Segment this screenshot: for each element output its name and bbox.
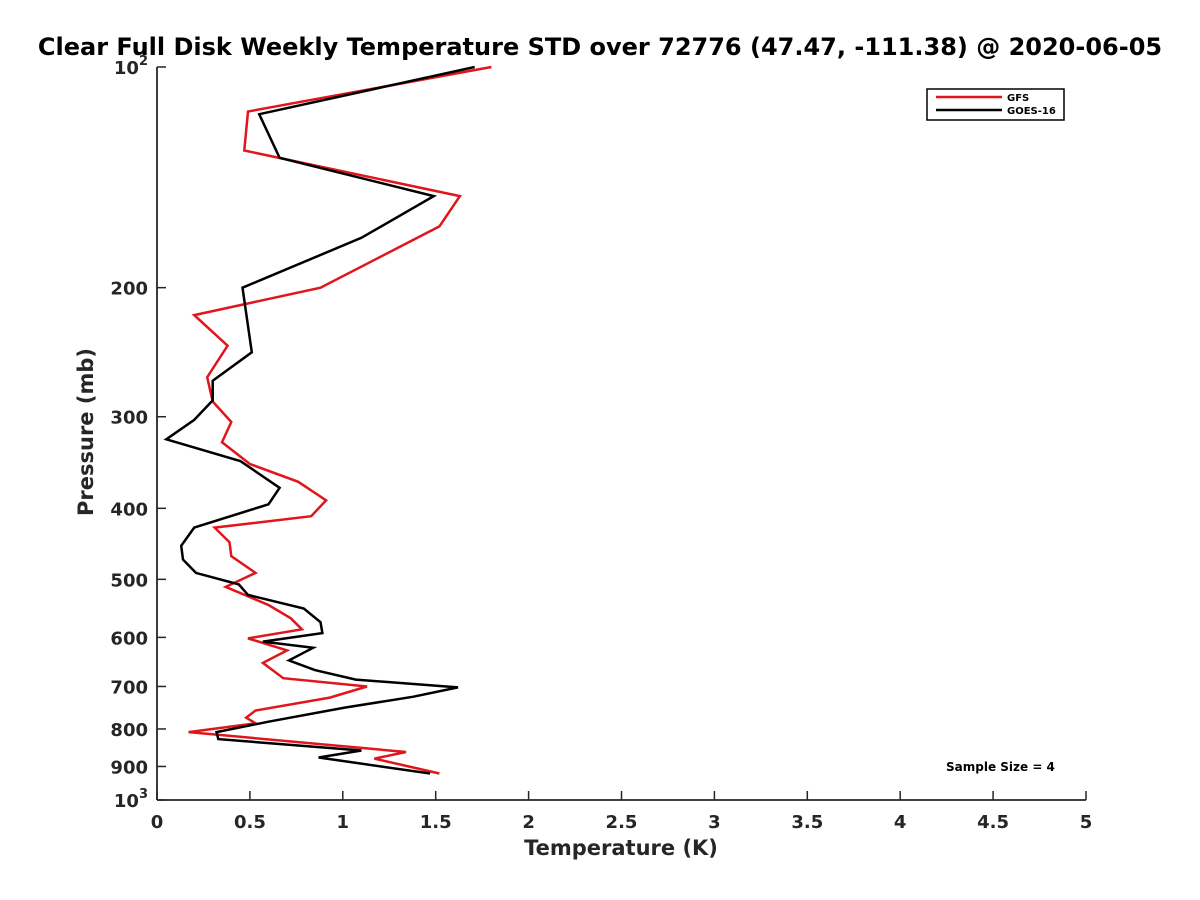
legend-box xyxy=(926,88,1065,121)
series-layer xyxy=(163,65,492,775)
y-tick-label: 600 xyxy=(110,628,148,649)
x-tick-label: 2.5 xyxy=(606,812,638,833)
x-axis-ticks: 0 0.5 1 1.5 2 2.5 3 3.5 4 4.5 5 xyxy=(151,791,1093,833)
series-line-goes16 xyxy=(163,65,475,775)
y-tick-label: 400 xyxy=(110,499,148,520)
x-tick-label: 0.5 xyxy=(234,812,266,833)
y-tick-label: 300 xyxy=(110,408,148,429)
x-tick-label: 4.5 xyxy=(977,812,1009,833)
legend: GFS GOES-16 xyxy=(926,88,1065,121)
x-tick-label: 5 xyxy=(1080,812,1093,833)
y-axis-label: Pressure (mb) xyxy=(74,348,98,516)
chart-title: Clear Full Disk Weekly Temperature STD o… xyxy=(38,33,1162,61)
y-axis-ticks: 102 200 300 400 500 600 700 800 900 103 xyxy=(110,54,166,812)
y-tick-label: 200 xyxy=(110,279,148,300)
y-tick-label: 103 xyxy=(114,787,148,812)
x-tick-label: 3.5 xyxy=(791,812,823,833)
x-tick-label: 1 xyxy=(337,812,350,833)
legend-label-gfs: GFS xyxy=(1007,93,1029,104)
y-tick-label: 900 xyxy=(110,757,148,778)
y-tick-label: 102 xyxy=(114,54,148,79)
x-axis-label: Temperature (K) xyxy=(524,836,718,860)
x-tick-label: 4 xyxy=(894,812,907,833)
sample-size-annotation: Sample Size = 4 xyxy=(946,760,1055,774)
y-tick-label: 700 xyxy=(110,677,148,698)
legend-label-goes16: GOES-16 xyxy=(1007,106,1056,117)
axes xyxy=(156,67,1086,801)
x-tick-label: 0 xyxy=(151,812,164,833)
series-line-gfs xyxy=(188,65,492,775)
y-tick-label: 500 xyxy=(110,570,148,591)
x-tick-label: 1.5 xyxy=(420,812,452,833)
plot-area: 0 0.5 1 1.5 2 2.5 3 3.5 4 4.5 5 102 200 300 400 500 600… xyxy=(110,54,1092,833)
x-tick-label: 2 xyxy=(522,812,535,833)
x-tick-label: 3 xyxy=(708,812,721,833)
y-tick-label: 800 xyxy=(110,720,148,741)
